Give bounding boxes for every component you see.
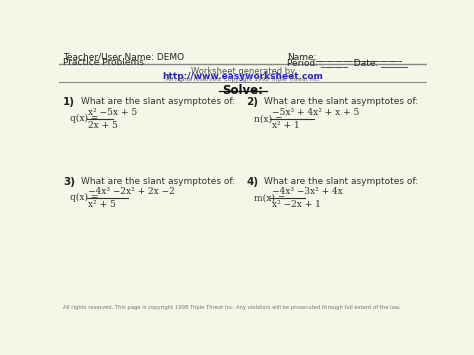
Text: x² + 5: x² + 5 bbox=[88, 200, 116, 209]
Text: 2x + 5: 2x + 5 bbox=[88, 121, 118, 130]
Text: Practice Problems: Practice Problems bbox=[63, 58, 144, 67]
Text: 3): 3) bbox=[63, 176, 75, 186]
Text: x² + 1: x² + 1 bbox=[272, 121, 299, 130]
Text: q(x) =: q(x) = bbox=[70, 114, 99, 123]
Text: What are the slant asymptotes of:: What are the slant asymptotes of: bbox=[264, 97, 419, 106]
Text: Worksheet generated by: Worksheet generated by bbox=[191, 67, 295, 76]
Text: m(x) =: m(x) = bbox=[254, 193, 285, 202]
Text: −4x³ −3x² + 4x: −4x³ −3x² + 4x bbox=[272, 187, 342, 196]
Text: All rights reserved. Copyright 1998 Triple Threat Inc.: All rights reserved. Copyright 1998 Trip… bbox=[166, 77, 320, 82]
Text: All rights reserved. This page is copyright 1998 Triple Threat Inc. Any violator: All rights reserved. This page is copyri… bbox=[63, 306, 400, 311]
Text: 1): 1) bbox=[63, 97, 75, 107]
Text: Name:___________________: Name:___________________ bbox=[287, 52, 402, 61]
Text: x² −2x + 1: x² −2x + 1 bbox=[272, 200, 320, 209]
Text: −4x³ −2x² + 2x −2: −4x³ −2x² + 2x −2 bbox=[88, 187, 174, 196]
Text: Teacher/User Name: DEMO: Teacher/User Name: DEMO bbox=[63, 52, 184, 61]
Text: 2): 2) bbox=[246, 97, 259, 107]
Text: 4): 4) bbox=[246, 176, 259, 186]
Text: http://www.easyworksheet.com: http://www.easyworksheet.com bbox=[163, 72, 323, 81]
Text: Solve:: Solve: bbox=[222, 84, 264, 97]
Text: What are the slant asymptotes of:: What are the slant asymptotes of: bbox=[81, 176, 235, 186]
Text: What are the slant asymptotes of:: What are the slant asymptotes of: bbox=[81, 97, 235, 106]
Text: q(x) =: q(x) = bbox=[70, 193, 99, 202]
Text: n(x) =: n(x) = bbox=[254, 114, 283, 123]
Text: x² −5x + 5: x² −5x + 5 bbox=[88, 108, 137, 116]
Text: Period: ______  Date: ______: Period: ______ Date: ______ bbox=[287, 58, 408, 67]
Text: What are the slant asymptotes of:: What are the slant asymptotes of: bbox=[264, 176, 419, 186]
Text: −5x³ + 4x² + x + 5: −5x³ + 4x² + x + 5 bbox=[272, 108, 359, 116]
